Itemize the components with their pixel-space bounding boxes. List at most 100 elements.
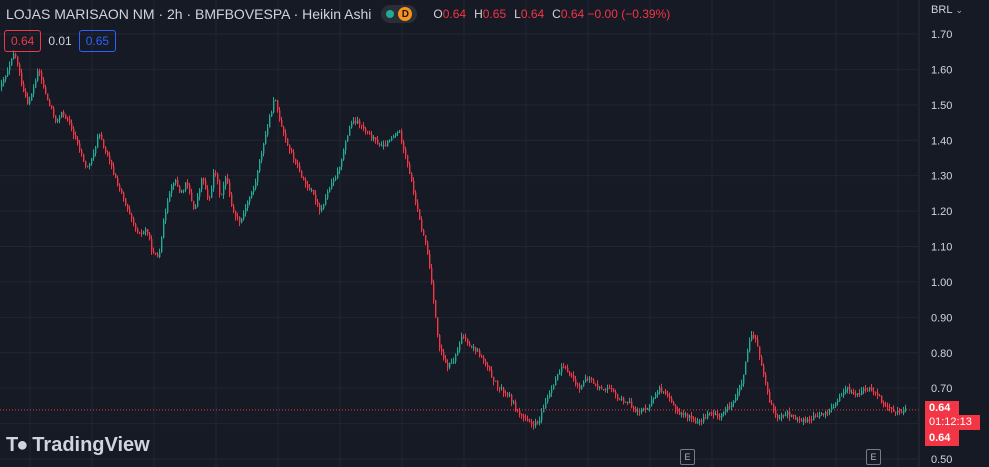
candle-down (899, 410, 901, 412)
candle-down (407, 155, 409, 164)
sell-price-button[interactable]: 0.64 (4, 30, 42, 52)
candle-down (465, 337, 467, 339)
candle-down (763, 365, 765, 375)
candle-up (697, 421, 699, 424)
chart-header: LOJAS MARISAON NM · 2h · BMFBOVESPA · He… (6, 4, 670, 24)
candle-down (493, 376, 495, 382)
spread-value: 0.01 (48, 34, 72, 48)
candle-up (13, 54, 15, 59)
candle-up (259, 160, 261, 171)
candle-down (371, 134, 373, 140)
candle-down (593, 379, 595, 384)
candle-up (253, 188, 255, 193)
candle-up (583, 382, 585, 387)
candle-down (777, 414, 779, 418)
candle-down (437, 317, 439, 336)
candle-up (803, 418, 805, 422)
candle-down (221, 193, 223, 195)
ohlc-low: L0.64 (514, 7, 545, 21)
candle-down (771, 402, 773, 405)
candle-up (473, 347, 475, 349)
candle-down (767, 382, 769, 393)
candle-up (5, 75, 7, 80)
candle-down (415, 192, 417, 203)
candle-up (863, 388, 865, 392)
candle-down (881, 395, 883, 403)
candle-down (193, 200, 195, 209)
candle-up (225, 177, 227, 186)
candle-down (103, 139, 105, 148)
candle-down (711, 412, 713, 414)
candle-down (447, 362, 449, 368)
candle-up (33, 87, 35, 94)
candle-up (751, 334, 753, 341)
tradingview-logo[interactable]: T● TradingView (6, 434, 150, 457)
candle-up (249, 197, 251, 202)
market-status[interactable]: D (381, 5, 418, 23)
candle-down (133, 218, 135, 224)
candle-down (379, 144, 381, 146)
symbol-title[interactable]: LOJAS MARISAON NM · 2h · BMFBOVESPA · He… (6, 6, 372, 22)
currency-selector[interactable]: BRL ⌄ (931, 4, 963, 16)
candle-down (505, 393, 507, 395)
candle-down (595, 383, 597, 385)
candle-up (641, 409, 643, 413)
candle-down (205, 180, 207, 190)
candle-down (527, 418, 529, 422)
candle-up (99, 134, 101, 137)
candle-down (233, 206, 235, 212)
candle-up (845, 389, 847, 393)
candle-down (639, 410, 641, 413)
candle-up (165, 212, 167, 221)
candle-down (361, 124, 363, 126)
candle-down (377, 139, 379, 145)
candle-up (727, 406, 729, 410)
candle-up (61, 111, 63, 118)
candle-up (643, 408, 645, 410)
candle-down (239, 216, 241, 223)
candle-down (579, 385, 581, 390)
candle-up (273, 100, 275, 113)
candle-down (187, 182, 189, 186)
delayed-data-icon: D (398, 7, 413, 21)
candle-down (691, 415, 693, 419)
candle-up (345, 141, 347, 151)
candle-up (181, 190, 183, 192)
candle-down (179, 186, 181, 192)
earnings-marker[interactable]: E (680, 449, 695, 465)
candle-down (695, 420, 697, 424)
candle-down (775, 410, 777, 415)
candle-down (827, 412, 829, 414)
earnings-marker[interactable]: E (866, 449, 881, 465)
candle-up (341, 159, 343, 167)
candle-down (295, 158, 297, 164)
candle-down (895, 411, 897, 413)
candle-down (215, 172, 217, 174)
candle-up (837, 401, 839, 403)
price-axis-tick-label: 1.30 (931, 171, 952, 183)
candle-down (319, 204, 321, 211)
candle-up (343, 150, 345, 160)
candle-up (161, 237, 163, 253)
candle-down (679, 411, 681, 415)
candle-down (571, 375, 573, 377)
candle-down (615, 391, 617, 395)
candle-down (207, 189, 209, 198)
candle-down (523, 415, 525, 419)
buy-price-button[interactable]: 0.65 (78, 30, 117, 52)
candle-down (177, 179, 179, 187)
candle-up (551, 389, 553, 393)
candle-down (101, 134, 103, 140)
candle-up (395, 133, 397, 136)
candle-up (331, 182, 333, 189)
candle-up (535, 421, 537, 426)
candle-up (461, 336, 463, 344)
candle-down (609, 387, 611, 389)
candle-up (97, 136, 99, 148)
candle-down (217, 173, 219, 181)
candle-down (633, 407, 635, 410)
candle-down (419, 209, 421, 220)
candle-up (381, 145, 383, 147)
candle-up (393, 135, 395, 138)
